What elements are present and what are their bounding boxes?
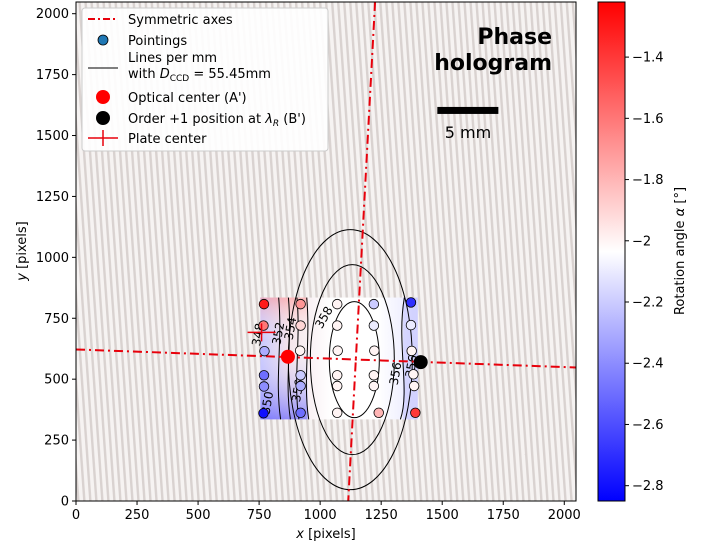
legend-pointings-label: Pointings <box>128 34 187 49</box>
legend-lines-label-2: with DCCD = 55.45mm <box>128 67 271 84</box>
colorbar-tick-label: −1.8 <box>632 173 664 188</box>
colorbar-label: Rotation angle α [°] <box>673 187 688 315</box>
x-axis-ticks: 0 250 500 750 1000 1250 1500 1750 2000 <box>72 501 581 523</box>
pointing-marker <box>258 381 270 392</box>
pointing-marker <box>295 380 306 392</box>
x-tick-label: 1750 <box>487 508 520 523</box>
contour-line <box>305 297 310 420</box>
pointing-marker <box>332 380 343 392</box>
y-tick-label: 0 <box>61 495 69 510</box>
pointing-marker <box>368 320 380 331</box>
colorbar-tick-label: −1.6 <box>632 112 664 127</box>
x-tick-label: 1250 <box>365 508 398 523</box>
legend: Symmetric axes Pointings Lines per mm wi… <box>81 7 329 152</box>
y-axis-ticks: 0 250 500 750 1000 1250 1500 1750 2000 <box>36 7 76 510</box>
pointing-marker <box>332 370 343 381</box>
pointing-marker <box>408 369 419 380</box>
legend-order1-marker <box>96 111 110 125</box>
pointing-marker <box>258 320 269 331</box>
legend-optical-center-label: Optical center (A') <box>128 91 247 106</box>
pointing-marker <box>368 298 380 310</box>
pointing-marker <box>332 298 343 310</box>
colorbar-tick-label: −2.8 <box>632 479 664 494</box>
pointing-marker <box>332 320 343 331</box>
scale-bar <box>437 106 499 114</box>
annotation-line2: hologram <box>434 51 552 76</box>
legend-order1-label: Order +1 position at λR (B') <box>128 112 306 129</box>
x-tick-label: 1000 <box>304 508 337 523</box>
colorbar-tick-label: −2 <box>632 234 651 249</box>
pointing-marker <box>373 407 384 418</box>
colorbar-ticks: −1.4 −1.6 −1.8 −2 −2.2 −2.4 −2.6 −2.8 <box>625 51 664 494</box>
pointing-marker <box>406 345 417 357</box>
symmetric-axes <box>76 2 576 501</box>
pointing-marker <box>405 319 417 331</box>
optical-center-marker <box>280 349 295 364</box>
x-axis-label: x [pixels] <box>295 527 356 542</box>
colorbar-tick-label: −2.4 <box>632 357 664 372</box>
contour-line <box>309 264 395 456</box>
pointing-marker <box>295 298 306 310</box>
pointing-marker <box>408 380 420 392</box>
y-tick-label: 1500 <box>36 129 69 144</box>
x-tick-label: 2000 <box>548 508 581 523</box>
pointing-marker <box>332 407 343 418</box>
y-tick-label: 2000 <box>36 7 69 22</box>
pointing-marker <box>259 345 270 357</box>
y-tick-label: 1000 <box>36 251 69 266</box>
order1-position-marker <box>413 355 428 370</box>
y-tick-label: 250 <box>44 434 69 449</box>
pointing-marker <box>258 370 270 381</box>
pointing-marker <box>410 407 421 418</box>
y-tick-label: 1250 <box>36 190 69 205</box>
special-points <box>247 323 428 370</box>
pointing-marker <box>295 407 306 418</box>
legend-pointings-marker <box>97 34 109 46</box>
x-tick-label: 250 <box>125 508 150 523</box>
y-axis-label: y [pixels] <box>15 221 30 282</box>
contour-line <box>328 301 380 419</box>
x-tick-label: 0 <box>72 508 80 523</box>
y-tick-label: 1750 <box>36 68 69 83</box>
symmetric-axis-line <box>76 348 576 369</box>
scale-bar-label: 5 mm <box>445 123 491 142</box>
pointing-marker <box>294 345 306 356</box>
x-tick-label: 1500 <box>426 508 459 523</box>
legend-box <box>81 7 329 152</box>
pointing-marker <box>332 345 343 356</box>
legend-optical-center-marker <box>96 90 110 104</box>
pointing-marker <box>258 298 270 310</box>
x-tick-label: 500 <box>186 508 211 523</box>
legend-lines-label-1: Lines per mm <box>128 51 217 66</box>
pointing-marker <box>295 370 306 381</box>
x-tick-label: 750 <box>247 508 272 523</box>
pointing-marker <box>368 370 380 381</box>
colorbar-tick-label: −2.6 <box>632 418 664 433</box>
colorbar-tick-label: −1.4 <box>632 51 664 66</box>
pointing-marker <box>258 408 269 419</box>
legend-plate-center-label: Plate center <box>128 132 207 147</box>
contour-line <box>277 297 282 420</box>
contour-label: 354 <box>282 316 300 341</box>
symmetric-axis-line <box>347 2 377 501</box>
contour-line <box>296 297 300 420</box>
y-tick-label: 750 <box>44 312 69 327</box>
annotation-line1: Phase <box>477 25 552 50</box>
y-tick-label: 500 <box>44 373 69 388</box>
pointing-marker <box>405 297 417 308</box>
pointings <box>258 297 421 419</box>
contour-label: 356 <box>387 361 405 386</box>
colorbar <box>597 1 626 502</box>
pointing-marker <box>295 320 306 331</box>
pointing-marker <box>368 380 380 392</box>
colorbar-tick-label: −2.2 <box>632 296 664 311</box>
plot-frame <box>75 1 577 502</box>
legend-symmetric-axes-label: Symmetric axes <box>128 13 233 28</box>
contour-line <box>399 297 405 420</box>
contour-label: 352 <box>269 321 287 346</box>
pointing-marker <box>369 345 380 356</box>
